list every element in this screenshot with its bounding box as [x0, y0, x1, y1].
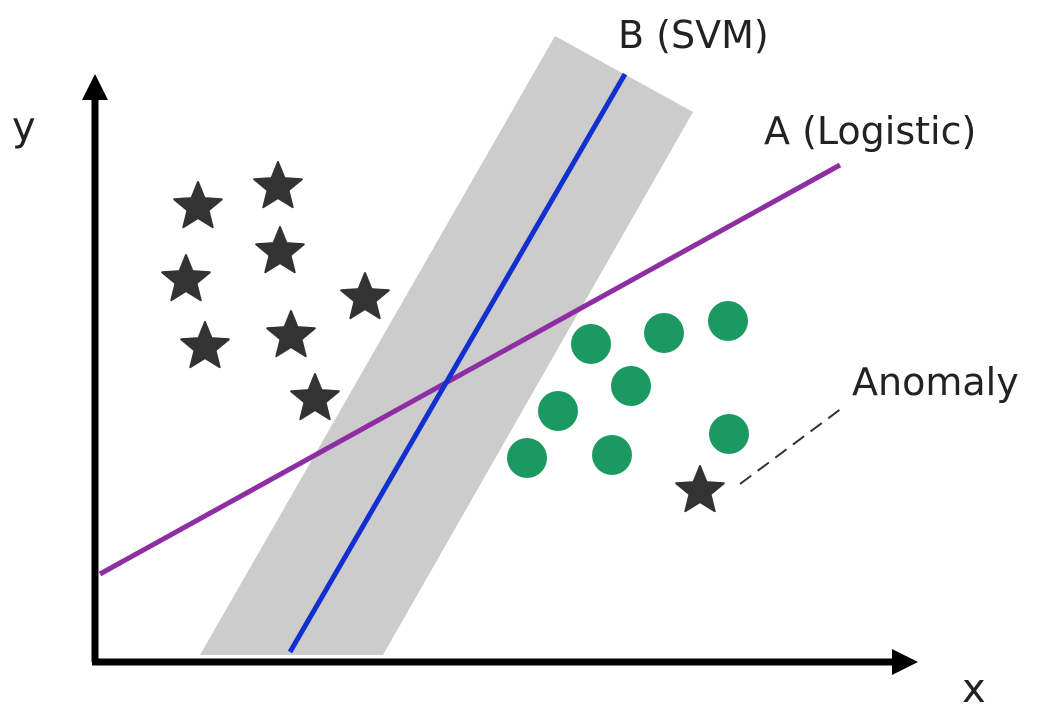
circle-point: [592, 435, 632, 475]
star-point: [173, 181, 223, 229]
x-axis-label: x: [962, 666, 986, 707]
logistic-boundary-line: [98, 162, 842, 577]
anomaly-pointer-line: [739, 407, 843, 485]
circle-point: [708, 301, 748, 341]
circle-point: [709, 414, 749, 454]
star-point: [340, 272, 390, 320]
x-axis-arrowhead: [892, 649, 918, 675]
circle-point: [538, 391, 578, 431]
svm-boundary-line: [287, 72, 628, 654]
star-point: [255, 226, 305, 274]
star-class-points: [161, 161, 725, 513]
star-point: [161, 254, 211, 302]
circle-point: [571, 324, 611, 364]
anomaly-label: Anomaly: [852, 360, 1019, 404]
star-point: [180, 321, 230, 369]
y-axis-arrowhead: [82, 74, 108, 100]
y-axis-label: y: [12, 104, 36, 150]
circle-point: [507, 438, 547, 478]
star-point: [266, 310, 316, 358]
logistic-line-label: A (Logistic): [764, 109, 976, 153]
svm-margin-band: [200, 36, 693, 655]
circle-class-points: [507, 301, 749, 478]
svm-line-label: B (SVM): [618, 13, 769, 57]
star-point: [290, 373, 340, 421]
circle-point: [644, 313, 684, 353]
circle-point: [611, 366, 651, 406]
anomaly-star-point: [675, 465, 725, 513]
star-point: [253, 161, 303, 209]
